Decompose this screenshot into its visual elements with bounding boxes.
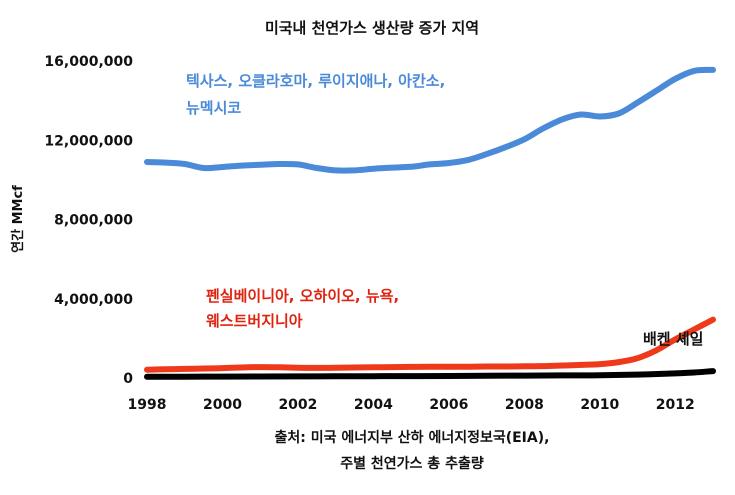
y-tick-label: 0 xyxy=(123,371,133,387)
annotation-pennsylvania-line1: 펜실베이니아, 오하이오, 뉴욕, xyxy=(206,287,399,305)
source-line-2: 주별 천연가스 총 추출량 xyxy=(340,455,484,472)
annotation-pennsylvania-line2: 웨스트버지니아 xyxy=(206,312,303,330)
y-tick-label: 8,000,000 xyxy=(54,213,133,229)
y-axis-label: 연간 MMcf xyxy=(10,185,26,253)
series-line-pennsylvania xyxy=(144,316,716,373)
annotation-bakken-line1: 배켄 셰일 xyxy=(643,330,703,348)
annotation-texas-line2: 뉴멕시코 xyxy=(186,99,241,117)
series-line-bakken xyxy=(144,368,716,380)
y-axis-ticks: 0 4,000,000 8,000,000 12,000,000 16,000,000 xyxy=(44,54,133,387)
chart-title: 미국내 천연가스 생산량 증가 지역 xyxy=(265,19,479,37)
source-line-1: 출처: 미국 에너지부 산하 에너지정보국(EIA), xyxy=(275,429,550,446)
y-tick-label: 16,000,000 xyxy=(44,54,133,70)
x-tick-label: 2000 xyxy=(203,397,242,413)
annotation-texas-line1: 텍사스, 오클라호마, 루이지애나, 아칸소, xyxy=(186,72,445,90)
x-tick-label: 2008 xyxy=(505,397,544,413)
x-tick-label: 2012 xyxy=(656,397,695,413)
x-tick-label: 2010 xyxy=(580,397,619,413)
annotation-texas: 텍사스, 오클라호마, 루이지애나, 아칸소, 뉴멕시코 xyxy=(186,72,445,117)
y-tick-label: 12,000,000 xyxy=(44,133,133,149)
annotation-bakken: 배켄 셰일 xyxy=(643,330,703,348)
y-tick-label: 4,000,000 xyxy=(54,292,133,308)
series-line-texas xyxy=(144,66,716,174)
x-tick-label: 2002 xyxy=(278,397,317,413)
x-axis-ticks: 1998 2000 2002 2004 2006 2008 2010 2012 xyxy=(128,397,695,413)
data-series xyxy=(144,66,716,380)
x-tick-label: 2006 xyxy=(429,397,468,413)
x-tick-label: 1998 xyxy=(128,397,167,413)
annotation-pennsylvania: 펜실베이니아, 오하이오, 뉴욕, 웨스트버지니아 xyxy=(206,287,399,330)
x-tick-label: 2004 xyxy=(354,397,393,413)
